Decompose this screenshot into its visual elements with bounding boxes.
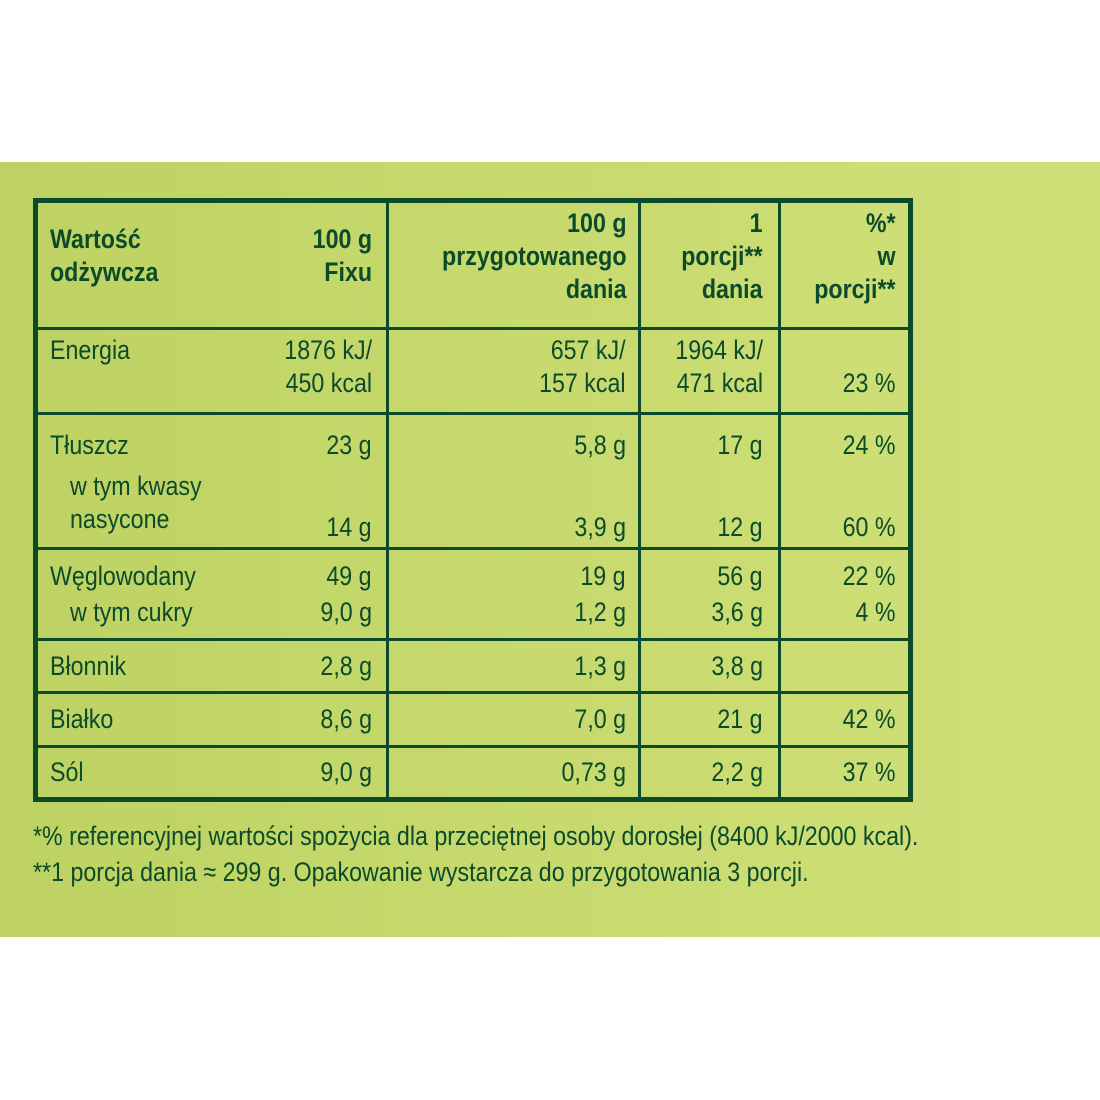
value-kj: 1964 kJ/	[675, 335, 763, 365]
header-text: w	[877, 241, 896, 271]
cell-portion: 3,8 g	[711, 651, 763, 681]
row-label: Białko	[50, 704, 114, 734]
header-text: porcji**	[681, 241, 763, 271]
header-per-100g-prepared: 100 g przygotowanego dania	[442, 207, 626, 306]
cell-fix: 9,0 g	[320, 757, 372, 787]
header-text: odżywcza	[50, 257, 159, 287]
header-text: dania	[565, 274, 626, 304]
sub-label-text: w tym kwasy	[70, 471, 202, 501]
header-text: porcji**	[814, 274, 896, 304]
row-label: Energia	[50, 335, 131, 365]
cell-percent: 24 %	[843, 430, 896, 460]
row-tluszcz: Tłuszcz 23 g 5,8 g 17 g 24 % w tym kwasy…	[38, 412, 908, 547]
header-percent-ri: %* w porcji**	[815, 207, 896, 306]
header-row: Wartość odżywcza 100 g Fixu 100 g przygotow…	[38, 203, 908, 327]
cell-portion: 56 g	[717, 561, 763, 591]
column-divider	[638, 203, 641, 797]
row-weglowodany: Węglowodany 49 g 19 g 56 g 22 % w tym cu…	[38, 547, 908, 638]
cell-percent: 37 %	[843, 757, 896, 787]
nutrition-table: Wartość odżywcza 100 g Fixu 100 g przygotow…	[33, 198, 913, 802]
cell-fix: 8,6 g	[320, 704, 372, 734]
footnote-reference-intake: *% referencyjnej wartości spożycia dla p…	[33, 821, 919, 851]
cell-portion: 2,2 g	[711, 757, 763, 787]
value-kcal: 157 kcal	[539, 368, 626, 398]
row-label: Tłuszcz	[50, 430, 129, 460]
footnote-portion: **1 porcja dania ≈ 299 g. Opakowanie wys…	[33, 857, 809, 887]
cell-percent: 23 %	[843, 368, 896, 398]
cell-percent: 4 %	[855, 597, 896, 627]
column-divider	[386, 203, 389, 797]
cell-portion: 3,6 g	[711, 597, 763, 627]
row-energia: Energia 1876 kJ/450 kcal 657 kJ/157 kcal…	[38, 327, 908, 412]
nutrition-panel: Wartość odżywcza 100 g Fixu 100 g przygotow…	[0, 162, 1100, 937]
cell-portion: 21 g	[717, 704, 763, 734]
header-nutrient: Wartość odżywcza	[50, 223, 158, 289]
header-text: 100 g	[312, 224, 372, 254]
row-label: Błonnik	[50, 651, 127, 681]
header-text: Wartość	[50, 224, 141, 254]
row-label: Sól	[50, 757, 84, 787]
column-divider	[778, 203, 781, 797]
header-text: %*	[866, 208, 896, 238]
cell-fix: 9,0 g	[320, 597, 372, 627]
cell-prepared: 19 g	[580, 561, 626, 591]
cell-fix: 2,8 g	[320, 651, 372, 681]
cell-prepared: 0,73 g	[561, 757, 626, 787]
row-blonnik: Błonnik 2,8 g 1,3 g 3,8 g	[38, 638, 908, 691]
cell-portion: 12 g	[717, 512, 763, 542]
row-bialko: Białko 8,6 g 7,0 g 21 g 42 %	[38, 691, 908, 745]
cell-prepared: 1,2 g	[574, 597, 626, 627]
header-per-portion: 1 porcji** dania	[682, 207, 763, 306]
sub-label-text: nasycone	[70, 504, 170, 534]
cell-percent: 60 %	[843, 512, 896, 542]
cell-portion: 1964 kJ/471 kcal	[675, 334, 763, 400]
header-text: przygotowanego	[441, 241, 626, 271]
header-per-100g-fix: 100 g Fixu	[313, 223, 372, 289]
cell-percent: 22 %	[843, 561, 896, 591]
header-text: Fixu	[324, 257, 372, 287]
value-kcal: 471 kcal	[676, 368, 763, 398]
cell-prepared: 1,3 g	[574, 651, 626, 681]
cell-portion: 17 g	[717, 430, 763, 460]
cell-percent: 42 %	[843, 704, 896, 734]
cell-prepared: 3,9 g	[574, 512, 626, 542]
cell-fix: 1876 kJ/450 kcal	[284, 334, 372, 400]
row-sol: Sól 9,0 g 0,73 g 2,2 g 37 %	[38, 745, 908, 797]
cell-prepared: 5,8 g	[574, 430, 626, 460]
value-kcal: 450 kcal	[285, 368, 372, 398]
cell-fix: 23 g	[326, 430, 372, 460]
sub-row-label: w tym kwasy nasycone	[70, 470, 202, 536]
value-kj: 657 kJ/	[551, 335, 626, 365]
value-kj: 1876 kJ/	[284, 335, 372, 365]
row-label: Węglowodany	[50, 561, 196, 591]
cell-fix: 49 g	[326, 561, 372, 591]
header-text: 100 g	[566, 208, 626, 238]
cell-prepared: 657 kJ/157 kcal	[540, 334, 626, 400]
header-text: 1	[750, 208, 763, 238]
sub-row-label: w tym cukry	[70, 597, 193, 627]
cell-prepared: 7,0 g	[574, 704, 626, 734]
cell-fix: 14 g	[326, 512, 372, 542]
header-text: dania	[702, 274, 763, 304]
